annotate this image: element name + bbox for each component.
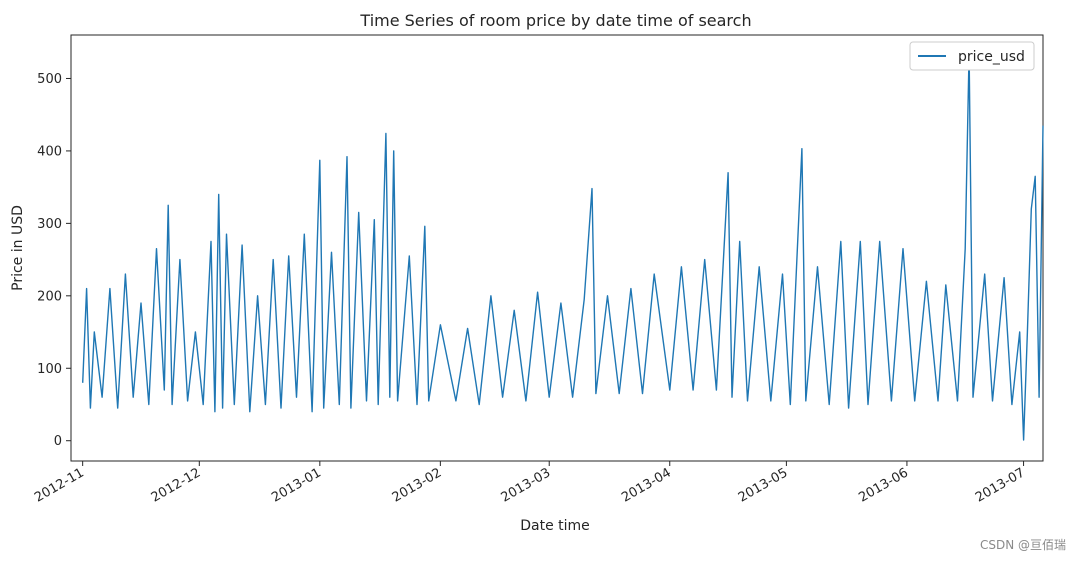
y-axis-ticks: 0 100 200 300 400 500 <box>37 72 71 449</box>
x-tick-label: 2012-12 <box>149 465 204 505</box>
y-axis-title: Price in USD <box>10 205 26 291</box>
plot-area-frame <box>70 34 1044 462</box>
y-tick-label: 100 <box>37 362 62 377</box>
y-tick-label: 200 <box>37 289 62 304</box>
y-tick-label: 400 <box>37 144 62 159</box>
x-tick-label: 2013-03 <box>499 465 554 505</box>
x-tick-label: 2013-04 <box>619 465 674 505</box>
x-tick-label: 2013-01 <box>269 465 324 505</box>
x-tick-label: 2013-07 <box>973 465 1028 505</box>
chart-title: Time Series of room price by date time o… <box>359 11 751 30</box>
legend-frame <box>909 41 1035 71</box>
y-tick-label: 300 <box>37 217 62 232</box>
x-axis-ticks: 2012-11 2012-12 2013-01 2013-02 2013-03 2013-… <box>32 461 1028 506</box>
x-tick-label: 2012-11 <box>32 465 87 505</box>
x-tick-label: 2013-02 <box>390 465 445 505</box>
x-tick-label: 2013-06 <box>856 465 911 505</box>
y-tick-label: 500 <box>37 72 62 87</box>
watermark: CSDN @亘佰瑞 <box>979 538 1066 552</box>
y-tick-label: 0 <box>54 434 62 449</box>
x-axis-title: Date time <box>520 518 590 534</box>
x-tick-label: 2013-05 <box>736 465 791 505</box>
series-line-price-usd <box>82 51 1044 441</box>
legend: price_usd <box>909 41 1035 71</box>
series-layer <box>82 51 1044 441</box>
legend-label-price-usd: price_usd <box>958 49 1025 65</box>
